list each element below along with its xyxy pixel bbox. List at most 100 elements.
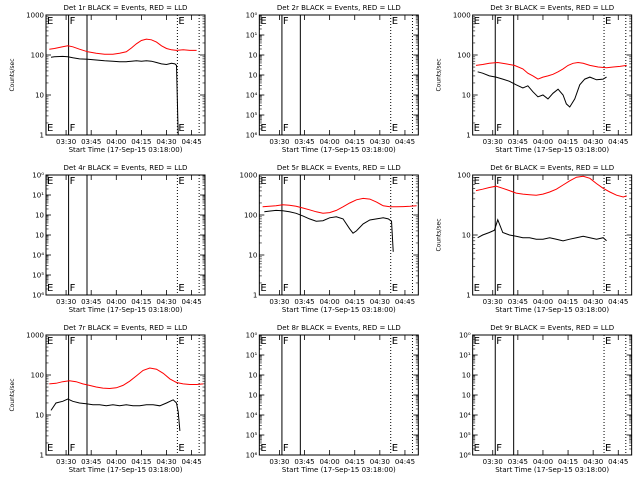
x-tick-label: 04:45 <box>608 138 628 146</box>
panel-title: Det 1r BLACK = Events, RED = LLD <box>64 4 188 12</box>
marker-label-top: E <box>392 176 398 187</box>
x-tick-label: 04:30 <box>370 298 390 306</box>
panel-title: Det 7r BLACK = Events, RED = LLD <box>64 324 188 332</box>
marker-label-bottom: F <box>70 443 76 454</box>
x-tick-label: 04:15 <box>558 298 578 306</box>
x-tick-label: 04:00 <box>533 458 553 466</box>
x-tick-label: 04:45 <box>395 138 415 146</box>
y-tick-label: 1000 <box>26 332 44 340</box>
x-tick-label: 03:45 <box>81 458 101 466</box>
marker-label-bottom: E <box>392 443 398 454</box>
y-tick-label: 10 <box>462 92 471 100</box>
y-tick-label: 10⁵ <box>246 432 258 440</box>
marker-label-top: E <box>260 336 266 347</box>
x-tick-label: 04:15 <box>558 458 578 466</box>
x-tick-label: 04:00 <box>533 138 553 146</box>
panel-title: Det 2r BLACK = Events, RED = LLD <box>277 4 401 12</box>
marker-label-bottom: E <box>474 123 480 134</box>
x-tick-label: 04:30 <box>156 298 176 306</box>
x-tick-label: 04:00 <box>533 298 553 306</box>
marker-label-top: F <box>496 336 502 347</box>
x-tick-label: 04:30 <box>156 458 176 466</box>
plot-frame <box>473 335 632 455</box>
marker-label-bottom: F <box>283 443 289 454</box>
marker-label-bottom: F <box>70 283 76 294</box>
y-tick-label: 10⁲ <box>35 212 44 220</box>
y-tick-label: 1000 <box>240 172 258 180</box>
marker-label-top: E <box>260 16 266 27</box>
x-axis-label: Start Time (17-Sep-15 03:18:00) <box>282 466 396 474</box>
y-axis-label: Counts/sec <box>9 378 16 411</box>
panel-title: Det 3r BLACK = Events, RED = LLD <box>490 4 614 12</box>
detector-panel: Det 2r BLACK = Events, RED = LLD 10⁶ 10⁵ 10… <box>246 4 419 154</box>
detector-panel: Det 4r BLACK = Events, RED = LLD 10⁶ 10⁵ 10… <box>32 164 205 314</box>
marker-label-bottom: E <box>178 283 184 294</box>
y-tick-label: 10⁲ <box>462 372 471 380</box>
x-tick-label: 04:45 <box>182 298 202 306</box>
marker-label-bottom: F <box>283 123 289 134</box>
plot-frame <box>259 335 418 455</box>
lld-series-line <box>49 368 203 389</box>
y-tick-label: 10⁴ <box>246 412 258 420</box>
x-tick-label: 04:15 <box>131 298 151 306</box>
x-tick-label: 04:00 <box>106 138 126 146</box>
x-tick-label: 03:45 <box>508 298 528 306</box>
marker-label-top: E <box>605 176 611 187</box>
x-tick-label: 04:45 <box>608 298 628 306</box>
x-tick-label: 04:00 <box>106 298 126 306</box>
marker-label-bottom: F <box>496 123 502 134</box>
marker-label-bottom: E <box>605 123 611 134</box>
y-tick-label: 10⁶ <box>246 132 258 140</box>
marker-label-top: E <box>474 16 480 27</box>
x-tick-label: 03:30 <box>269 298 289 306</box>
y-tick-label: 10⁰ <box>459 332 471 340</box>
lld-series-line <box>49 39 196 54</box>
marker-label-top: F <box>70 16 76 27</box>
x-tick-label: 04:30 <box>370 138 390 146</box>
y-tick-label: 10 <box>35 92 44 100</box>
marker-label-top: F <box>496 176 502 187</box>
marker-label-top: E <box>392 336 398 347</box>
marker-label-top: F <box>70 176 76 187</box>
y-tick-label: 10¹ <box>459 352 471 360</box>
x-tick-label: 03:30 <box>56 138 76 146</box>
events-series-line <box>478 220 607 241</box>
marker-label-top: E <box>392 16 398 27</box>
marker-label-top: E <box>605 336 611 347</box>
marker-label-bottom: E <box>260 443 266 454</box>
x-tick-label: 03:30 <box>56 458 76 466</box>
x-tick-label: 04:15 <box>345 138 365 146</box>
marker-label-top: F <box>70 336 76 347</box>
marker-label-bottom: E <box>47 443 53 454</box>
y-axis-label: Counts/sec <box>436 58 443 91</box>
y-tick-label: 10⁰ <box>246 12 258 20</box>
detector-panel: Det 1r BLACK = Events, RED = LLD11010010… <box>9 4 205 154</box>
panel-title: Det 6r BLACK = Events, RED = LLD <box>490 164 614 172</box>
y-tick-label: 10⁶ <box>246 452 258 460</box>
marker-label-bottom: F <box>283 283 289 294</box>
y-tick-label: 10⁳ <box>462 392 471 400</box>
x-tick-label: 04:30 <box>583 458 603 466</box>
marker-label-top: F <box>283 176 289 187</box>
marker-label-bottom: E <box>260 123 266 134</box>
y-tick-label: 1 <box>466 292 470 300</box>
x-tick-label: 03:45 <box>81 298 101 306</box>
detector-panel: Det 9r BLACK = Events, RED = LLD10⁶10⁵10… <box>459 324 632 474</box>
marker-label-bottom: E <box>392 283 398 294</box>
marker-label-top: E <box>47 336 53 347</box>
panel-title: Det 4r BLACK = Events, RED = LLD <box>64 164 188 172</box>
marker-label-bottom: E <box>178 443 184 454</box>
detector-panel: Det 8r BLACK = Events, RED = LLD 10⁶ 10⁵ 10… <box>246 324 419 474</box>
x-tick-label: 04:00 <box>320 138 340 146</box>
y-tick-label: 100 <box>244 212 257 220</box>
x-tick-label: 03:45 <box>81 138 101 146</box>
x-tick-label: 04:45 <box>182 138 202 146</box>
x-tick-label: 04:30 <box>156 138 176 146</box>
x-tick-label: 03:45 <box>508 458 528 466</box>
y-tick-label: 10⁲ <box>248 372 257 380</box>
x-tick-label: 03:30 <box>483 298 503 306</box>
marker-label-bottom: E <box>260 283 266 294</box>
y-tick-label: 10¹ <box>246 32 258 40</box>
y-tick-label: 10⁳ <box>35 232 44 240</box>
marker-label-top: E <box>178 336 184 347</box>
